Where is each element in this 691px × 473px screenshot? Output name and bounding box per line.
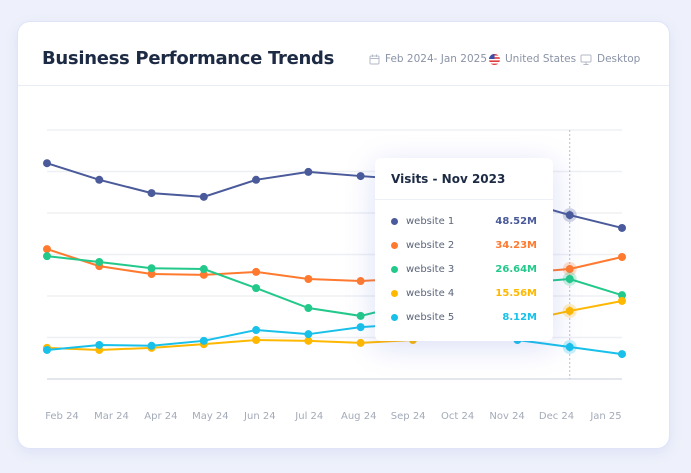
data-point[interactable]: [304, 304, 313, 313]
data-point[interactable]: [252, 326, 261, 335]
data-point[interactable]: [199, 336, 208, 345]
data-point[interactable]: [252, 335, 261, 344]
data-point[interactable]: [147, 189, 156, 198]
data-point[interactable]: [565, 211, 574, 220]
x-tick-label: Dec 24: [539, 411, 574, 422]
data-point[interactable]: [356, 172, 365, 181]
header-divider: [18, 85, 669, 86]
tooltip-series-value: 8.12M: [502, 311, 537, 323]
legend-dot-icon: [391, 313, 398, 321]
x-tick-label: Nov 24: [489, 411, 524, 422]
tooltip-row: website 2 34.23M: [391, 237, 537, 253]
data-point[interactable]: [618, 223, 626, 232]
data-point[interactable]: [252, 267, 261, 276]
tooltip-title: Visits - Nov 2023: [391, 172, 506, 186]
tooltip-divider: [375, 199, 553, 200]
tooltip-row: website 4 15.56M: [391, 285, 537, 301]
data-point[interactable]: [356, 277, 365, 286]
data-point[interactable]: [565, 343, 574, 352]
x-tick-label: Aug 24: [341, 411, 376, 422]
data-point[interactable]: [95, 257, 104, 266]
data-point[interactable]: [199, 192, 208, 201]
tooltip-series-name: website 5: [406, 311, 455, 323]
legend-dot-icon: [391, 241, 398, 249]
data-point[interactable]: [565, 274, 574, 283]
data-point[interactable]: [618, 350, 626, 359]
data-point[interactable]: [565, 306, 574, 315]
tooltip-series-value: 34.23M: [495, 239, 537, 251]
tooltip-series-name: website 1: [406, 215, 455, 227]
data-point[interactable]: [304, 167, 313, 176]
data-point[interactable]: [304, 336, 313, 345]
data-point[interactable]: [252, 175, 261, 184]
series-line: [46, 322, 623, 356]
data-point[interactable]: [304, 330, 313, 339]
data-point[interactable]: [43, 252, 51, 261]
data-point[interactable]: [356, 323, 365, 332]
tooltip-series-name: website 2: [406, 239, 455, 251]
device-filter[interactable]: Desktop: [580, 53, 640, 65]
x-tick-label: Jun 24: [243, 411, 276, 422]
data-point[interactable]: [618, 291, 626, 300]
data-point[interactable]: [147, 270, 156, 279]
tooltip-row: website 3 26.64M: [391, 261, 537, 277]
desktop-icon: [580, 54, 592, 65]
data-point[interactable]: [147, 341, 156, 350]
data-point[interactable]: [356, 338, 365, 347]
x-tick-label: Jul 24: [294, 411, 323, 422]
date-range-label: Feb 2024- Jan 2025: [385, 53, 488, 65]
x-tick-label: Sep 24: [391, 411, 426, 422]
us-flag-icon: [489, 53, 500, 65]
tooltip-series-value: 48.52M: [495, 215, 537, 227]
tooltip-series-name: website 4: [406, 287, 455, 299]
data-point[interactable]: [95, 340, 104, 349]
tooltip-series-name: website 3: [406, 263, 455, 275]
data-point[interactable]: [95, 175, 104, 184]
x-tick-label: May 24: [192, 411, 229, 422]
legend-dot-icon: [391, 265, 398, 273]
tooltip-series-value: 15.56M: [495, 287, 537, 299]
page-title: Business Performance Trends: [42, 48, 335, 69]
chart-card: Business Performance Trends Feb 2024- Ja…: [18, 22, 669, 448]
data-point[interactable]: [199, 270, 208, 279]
x-tick-label: Apr 24: [144, 411, 177, 422]
x-tick-label: Jan 25: [589, 411, 621, 422]
x-tick-label: Mar 24: [94, 411, 129, 422]
device-label: Desktop: [597, 53, 641, 65]
data-point[interactable]: [356, 311, 365, 320]
data-point[interactable]: [43, 345, 51, 354]
calendar-icon: [369, 54, 380, 64]
data-point[interactable]: [43, 245, 51, 254]
tooltip-row: website 1 48.52M: [391, 213, 537, 229]
data-point[interactable]: [147, 264, 156, 273]
data-point[interactable]: [43, 159, 51, 168]
data-point[interactable]: [252, 284, 261, 293]
data-point[interactable]: [304, 274, 313, 283]
x-tick-label: Feb 24: [45, 411, 79, 422]
legend-dot-icon: [391, 289, 398, 297]
date-range-filter[interactable]: Feb 2024- Jan 2025: [369, 53, 487, 65]
legend-dot-icon: [391, 217, 398, 225]
x-tick-label: Oct 24: [441, 411, 474, 422]
data-point[interactable]: [565, 265, 574, 274]
data-point[interactable]: [618, 252, 626, 261]
country-filter[interactable]: United States: [489, 53, 576, 65]
tooltip: Visits - Nov 2023 website 1 48.52M websit…: [375, 158, 553, 341]
tooltip-row: website 5 8.12M: [391, 309, 537, 325]
data-point[interactable]: [199, 265, 208, 274]
tooltip-series-value: 26.64M: [495, 263, 537, 275]
country-label: United States: [505, 53, 577, 65]
data-point[interactable]: [618, 296, 626, 305]
